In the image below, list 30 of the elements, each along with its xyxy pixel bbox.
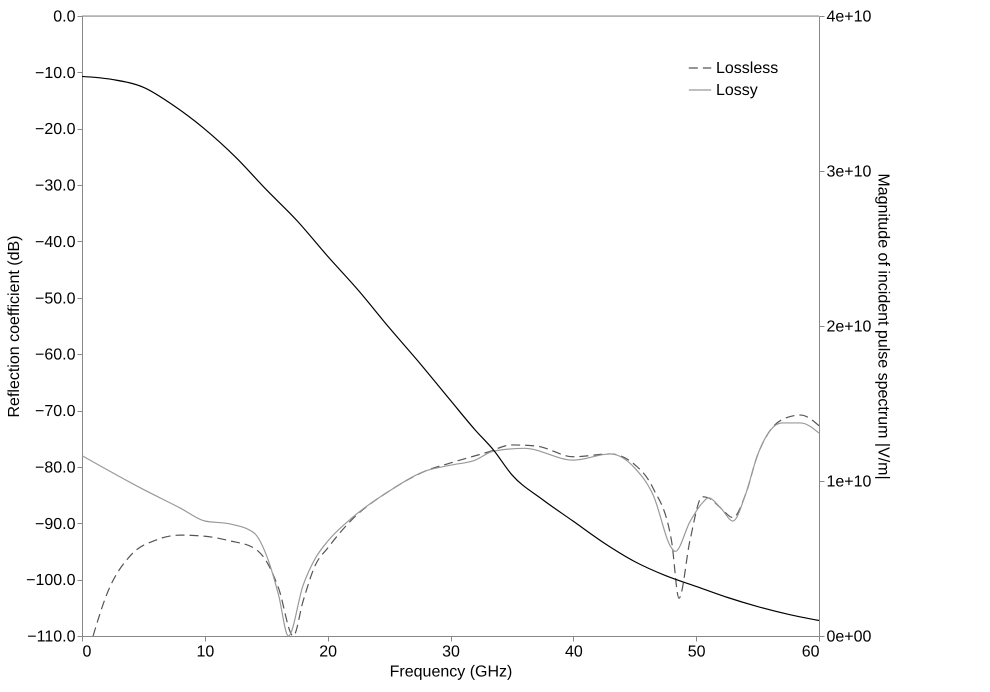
y-tick-label: −80.0 bbox=[35, 459, 76, 476]
y-tick-label: −40.0 bbox=[35, 234, 76, 251]
line-series bbox=[81, 76, 820, 622]
y2-tick-label: 2e+10 bbox=[826, 318, 872, 336]
x-tick-label: 20 bbox=[319, 644, 338, 660]
x-tick-label: 50 bbox=[688, 644, 706, 660]
y-tick-label: −60.0 bbox=[35, 346, 76, 364]
y2-tick-label: 0e+00 bbox=[826, 628, 872, 646]
y-tick-label: −100.0 bbox=[26, 572, 76, 590]
y2-tick-label: 3e+10 bbox=[826, 164, 872, 180]
y-tick-label: −50.0 bbox=[35, 290, 76, 308]
x-tick-label: 60 bbox=[802, 644, 820, 660]
x-tick-label: 10 bbox=[196, 644, 214, 660]
y2-tick-label: 1e+10 bbox=[826, 474, 872, 490]
y2-axis-title: Magnitude of incident pulse spectrum |V/m| bbox=[874, 173, 892, 480]
y-tick-label: −110.0 bbox=[27, 628, 76, 646]
y-axis-title: Reflection coefficient (dB) bbox=[6, 235, 24, 418]
y-tick-label: −20.0 bbox=[35, 121, 76, 138]
y-tick-label: 0.0 bbox=[53, 8, 76, 26]
y-tick-label: −70.0 bbox=[35, 403, 76, 420]
y2-tick-label: 4e+10 bbox=[826, 8, 872, 26]
y-tick-label: −90.0 bbox=[35, 516, 76, 533]
x-axis-title: Frequency (GHz) bbox=[390, 664, 512, 680]
x-tick-label: 0 bbox=[82, 644, 92, 660]
x-tick-label: 30 bbox=[442, 644, 460, 660]
legend-label: Lossy bbox=[716, 82, 758, 99]
y-tick-label: −10.0 bbox=[35, 64, 76, 82]
legend-label: Lossless bbox=[716, 60, 778, 77]
y-tick-label: −30.0 bbox=[35, 178, 76, 195]
x-tick-label: 40 bbox=[564, 644, 583, 660]
